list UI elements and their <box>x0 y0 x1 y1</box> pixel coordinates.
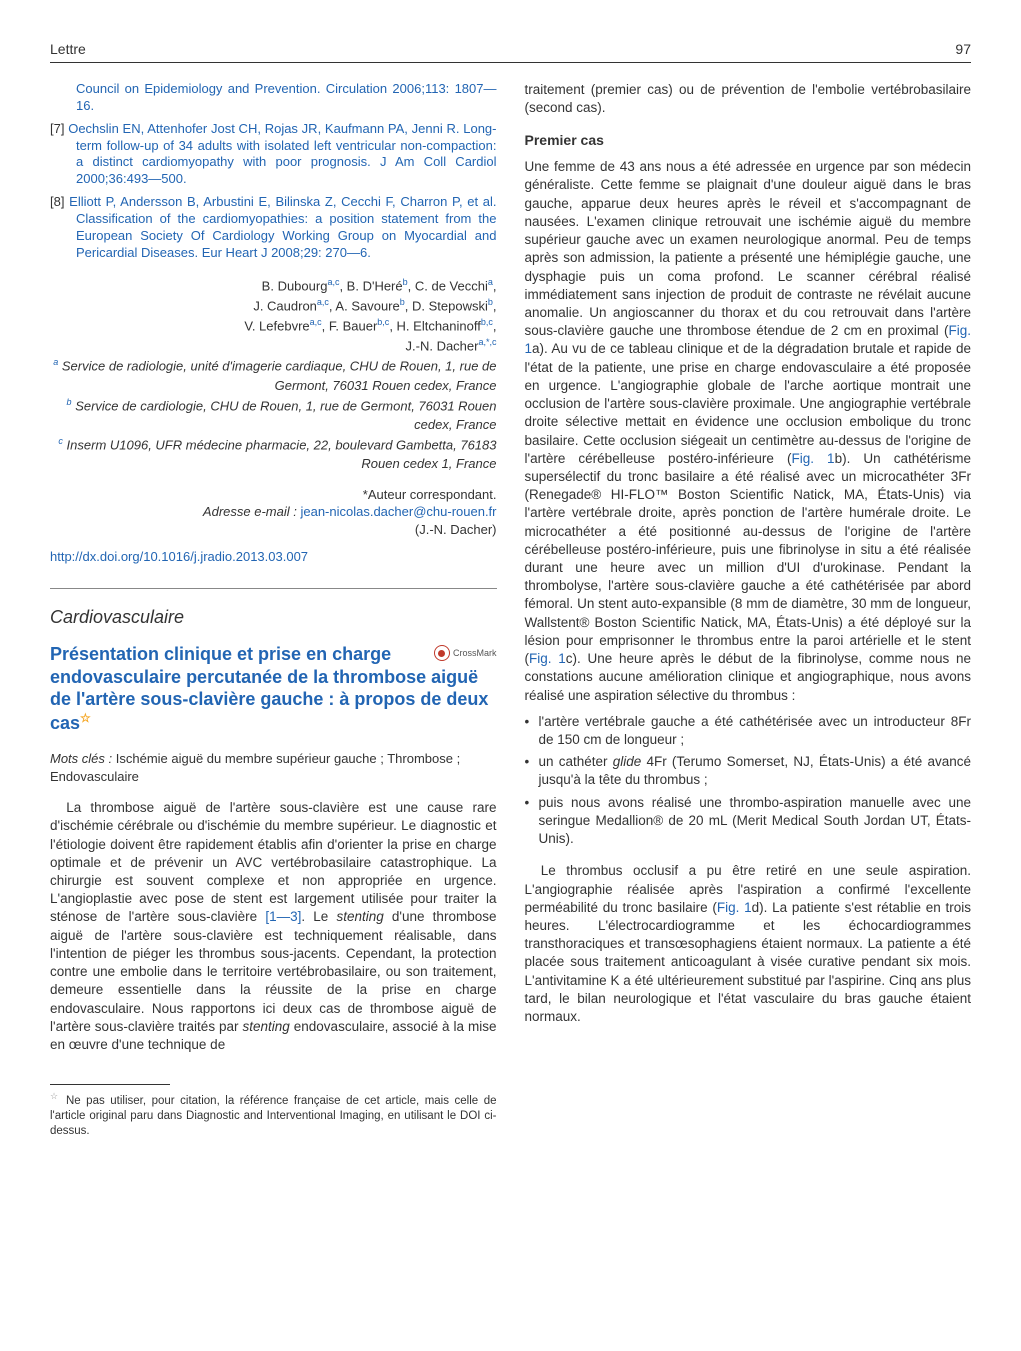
header-left: Lettre <box>50 40 86 59</box>
affiliation-c: c Inserm U1096, UFR médecine pharmacie, … <box>50 435 497 474</box>
authors-line: B. Dubourga,c, B. D'Heréb, C. de Vecchia… <box>50 276 497 296</box>
author-name: , C. de Vecchi <box>408 278 488 293</box>
author-name: , D. Stepowski <box>405 298 488 313</box>
body-text: stenting <box>243 1019 290 1034</box>
affiliation-b: b Service de cardiologie, CHU de Rouen, … <box>50 396 497 435</box>
affiliation-text: Service de cardiologie, CHU de Rouen, 1,… <box>75 398 496 432</box>
reference-text[interactable]: Elliott P, Andersson B, Arbustini E, Bil… <box>69 194 496 260</box>
body-text: . Le <box>301 909 336 924</box>
article-separator <box>50 588 497 589</box>
sep: , <box>493 318 497 333</box>
author-name: , F. Bauer <box>322 318 378 333</box>
author-name: B. Dubourg <box>262 278 328 293</box>
crossmark-label: CrossMark <box>453 647 497 659</box>
reference-8: [8] Elliott P, Andersson B, Arbustini E,… <box>50 194 497 262</box>
body-text: La thrombose aiguë de l'artère sous-clav… <box>50 800 497 924</box>
authors-line: J. Caudrona,c, A. Savoureb, D. Stepowski… <box>50 296 497 316</box>
sep: , <box>493 278 497 293</box>
email-label: Adresse e-mail : <box>203 504 297 519</box>
title-footnote-marker: ☆ <box>80 711 91 725</box>
section-label: Cardiovasculaire <box>50 605 497 629</box>
body-text: c). Une heure après le début de la fibri… <box>525 651 972 702</box>
case1-outcome: Le thrombus occlusif a pu être retiré en… <box>525 862 972 1026</box>
author-aff-sup: b,c <box>481 317 493 327</box>
body-text: Une femme de 43 ans nous a été adressée … <box>525 159 972 338</box>
case1-heading: Premier cas <box>525 131 972 150</box>
intro-cont: traitement (premier cas) ou de préventio… <box>525 81 972 117</box>
author-aff-sup: b,c <box>377 317 389 327</box>
reference-6-cont: Council on Epidemiology and Prevention. … <box>50 81 497 115</box>
title-text: Présentation clinique et prise en charge… <box>50 644 488 733</box>
reference-num: [7] <box>50 121 64 136</box>
corresp-label: *Auteur correspondant. <box>50 486 497 504</box>
affiliation-text: Inserm U1096, UFR médecine pharmacie, 22… <box>67 437 497 471</box>
article-title: Présentation clinique et prise en charge… <box>50 643 497 734</box>
page-header: Lettre 97 <box>50 40 971 63</box>
body-text: d). La patiente s'est rétablie en trois … <box>525 900 972 1024</box>
author-aff-sup: a,c <box>310 317 322 327</box>
body-text: un cathéter glide 4Fr (Terumo Somerset, … <box>539 754 972 787</box>
keywords-label: Mots clés : <box>50 751 112 766</box>
body-text: a). Au vu de ce tableau clinique et de l… <box>525 341 972 465</box>
affiliation-a: a Service de radiologie, unité d'imageri… <box>50 356 497 395</box>
reference-text[interactable]: Council on Epidemiology and Prevention. … <box>76 81 497 113</box>
authors-line: J.-N. Dachera,*,c <box>50 336 497 356</box>
author-aff-sup: a,c <box>327 277 339 287</box>
figure-link[interactable]: Fig. 1 <box>717 900 752 915</box>
keywords-text: Ischémie aiguë du membre supérieur gauch… <box>50 751 460 784</box>
footnote: ☆ Ne pas utiliser, pour citation, la réf… <box>50 1091 497 1139</box>
footnote-separator <box>50 1084 170 1085</box>
email-name: (J.-N. Dacher) <box>50 521 497 539</box>
footnote-text: Ne pas utiliser, pour citation, la référ… <box>50 1095 497 1137</box>
author-name: , H. Eltchaninoff <box>389 318 481 333</box>
email-link[interactable]: jean-nicolas.dacher@chu-rouen.fr <box>300 504 496 519</box>
affiliation-text: Service de radiologie, unité d'imagerie … <box>62 359 497 393</box>
procedure-list: l'artère vertébrale gauche a été cathété… <box>525 713 972 849</box>
two-column-layout: Council on Epidemiology and Prevention. … <box>50 81 971 1139</box>
email-line: Adresse e-mail : jean-nicolas.dacher@chu… <box>50 503 497 521</box>
author-aff-sup: a,*,c <box>478 337 496 347</box>
reference-text[interactable]: Oechslin EN, Attenhofer Jost CH, Rojas J… <box>68 121 496 187</box>
body-text: b). Un cathétérisme supersélectif du tro… <box>525 451 972 666</box>
body-text: stenting <box>336 909 383 924</box>
doi-link[interactable]: http://dx.doi.org/10.1016/j.jradio.2013.… <box>50 548 497 566</box>
author-name: V. Lefebvre <box>244 318 309 333</box>
left-column: Council on Epidemiology and Prevention. … <box>50 81 497 1139</box>
sep: , <box>493 298 497 313</box>
authors-line: V. Lefebvrea,c, F. Bauerb,c, H. Eltchani… <box>50 316 497 336</box>
figure-link[interactable]: Fig. 1 <box>529 651 566 666</box>
header-right: 97 <box>955 40 971 59</box>
reference-7: [7] Oechslin EN, Attenhofer Jost CH, Roj… <box>50 121 497 189</box>
right-column: traitement (premier cas) ou de préventio… <box>525 81 972 1139</box>
list-item: l'artère vertébrale gauche a été cathété… <box>525 713 972 749</box>
author-name: J. Caudron <box>253 298 317 313</box>
crossmark-icon <box>434 645 450 661</box>
list-item: puis nous avons réalisé une thrombo-aspi… <box>525 794 972 849</box>
reference-num: [8] <box>50 194 64 209</box>
citation-link[interactable]: [1—3] <box>265 909 301 924</box>
author-name: , A. Savoure <box>329 298 400 313</box>
corresponding-author: *Auteur correspondant. Adresse e-mail : … <box>50 486 497 539</box>
case1-paragraph: Une femme de 43 ans nous a été adressée … <box>525 158 972 705</box>
footnote-marker: ☆ <box>50 1091 60 1101</box>
body-text: d'une thrombose aiguë de l'artère sous-c… <box>50 909 497 1033</box>
keywords: Mots clés : Ischémie aiguë du membre sup… <box>50 750 497 785</box>
figure-link[interactable]: Fig. 1 <box>791 451 834 466</box>
author-name: J.-N. Dacher <box>406 339 479 354</box>
crossmark-badge[interactable]: CrossMark <box>434 645 497 661</box>
author-aff-sup: a,c <box>317 297 329 307</box>
title-block: CrossMark Présentation clinique et prise… <box>50 643 497 734</box>
intro-paragraph: La thrombose aiguë de l'artère sous-clav… <box>50 799 497 1054</box>
author-name: , B. D'Heré <box>339 278 402 293</box>
authors-block: B. Dubourga,c, B. D'Heréb, C. de Vecchia… <box>50 276 497 474</box>
list-item: un cathéter glide 4Fr (Terumo Somerset, … <box>525 753 972 789</box>
